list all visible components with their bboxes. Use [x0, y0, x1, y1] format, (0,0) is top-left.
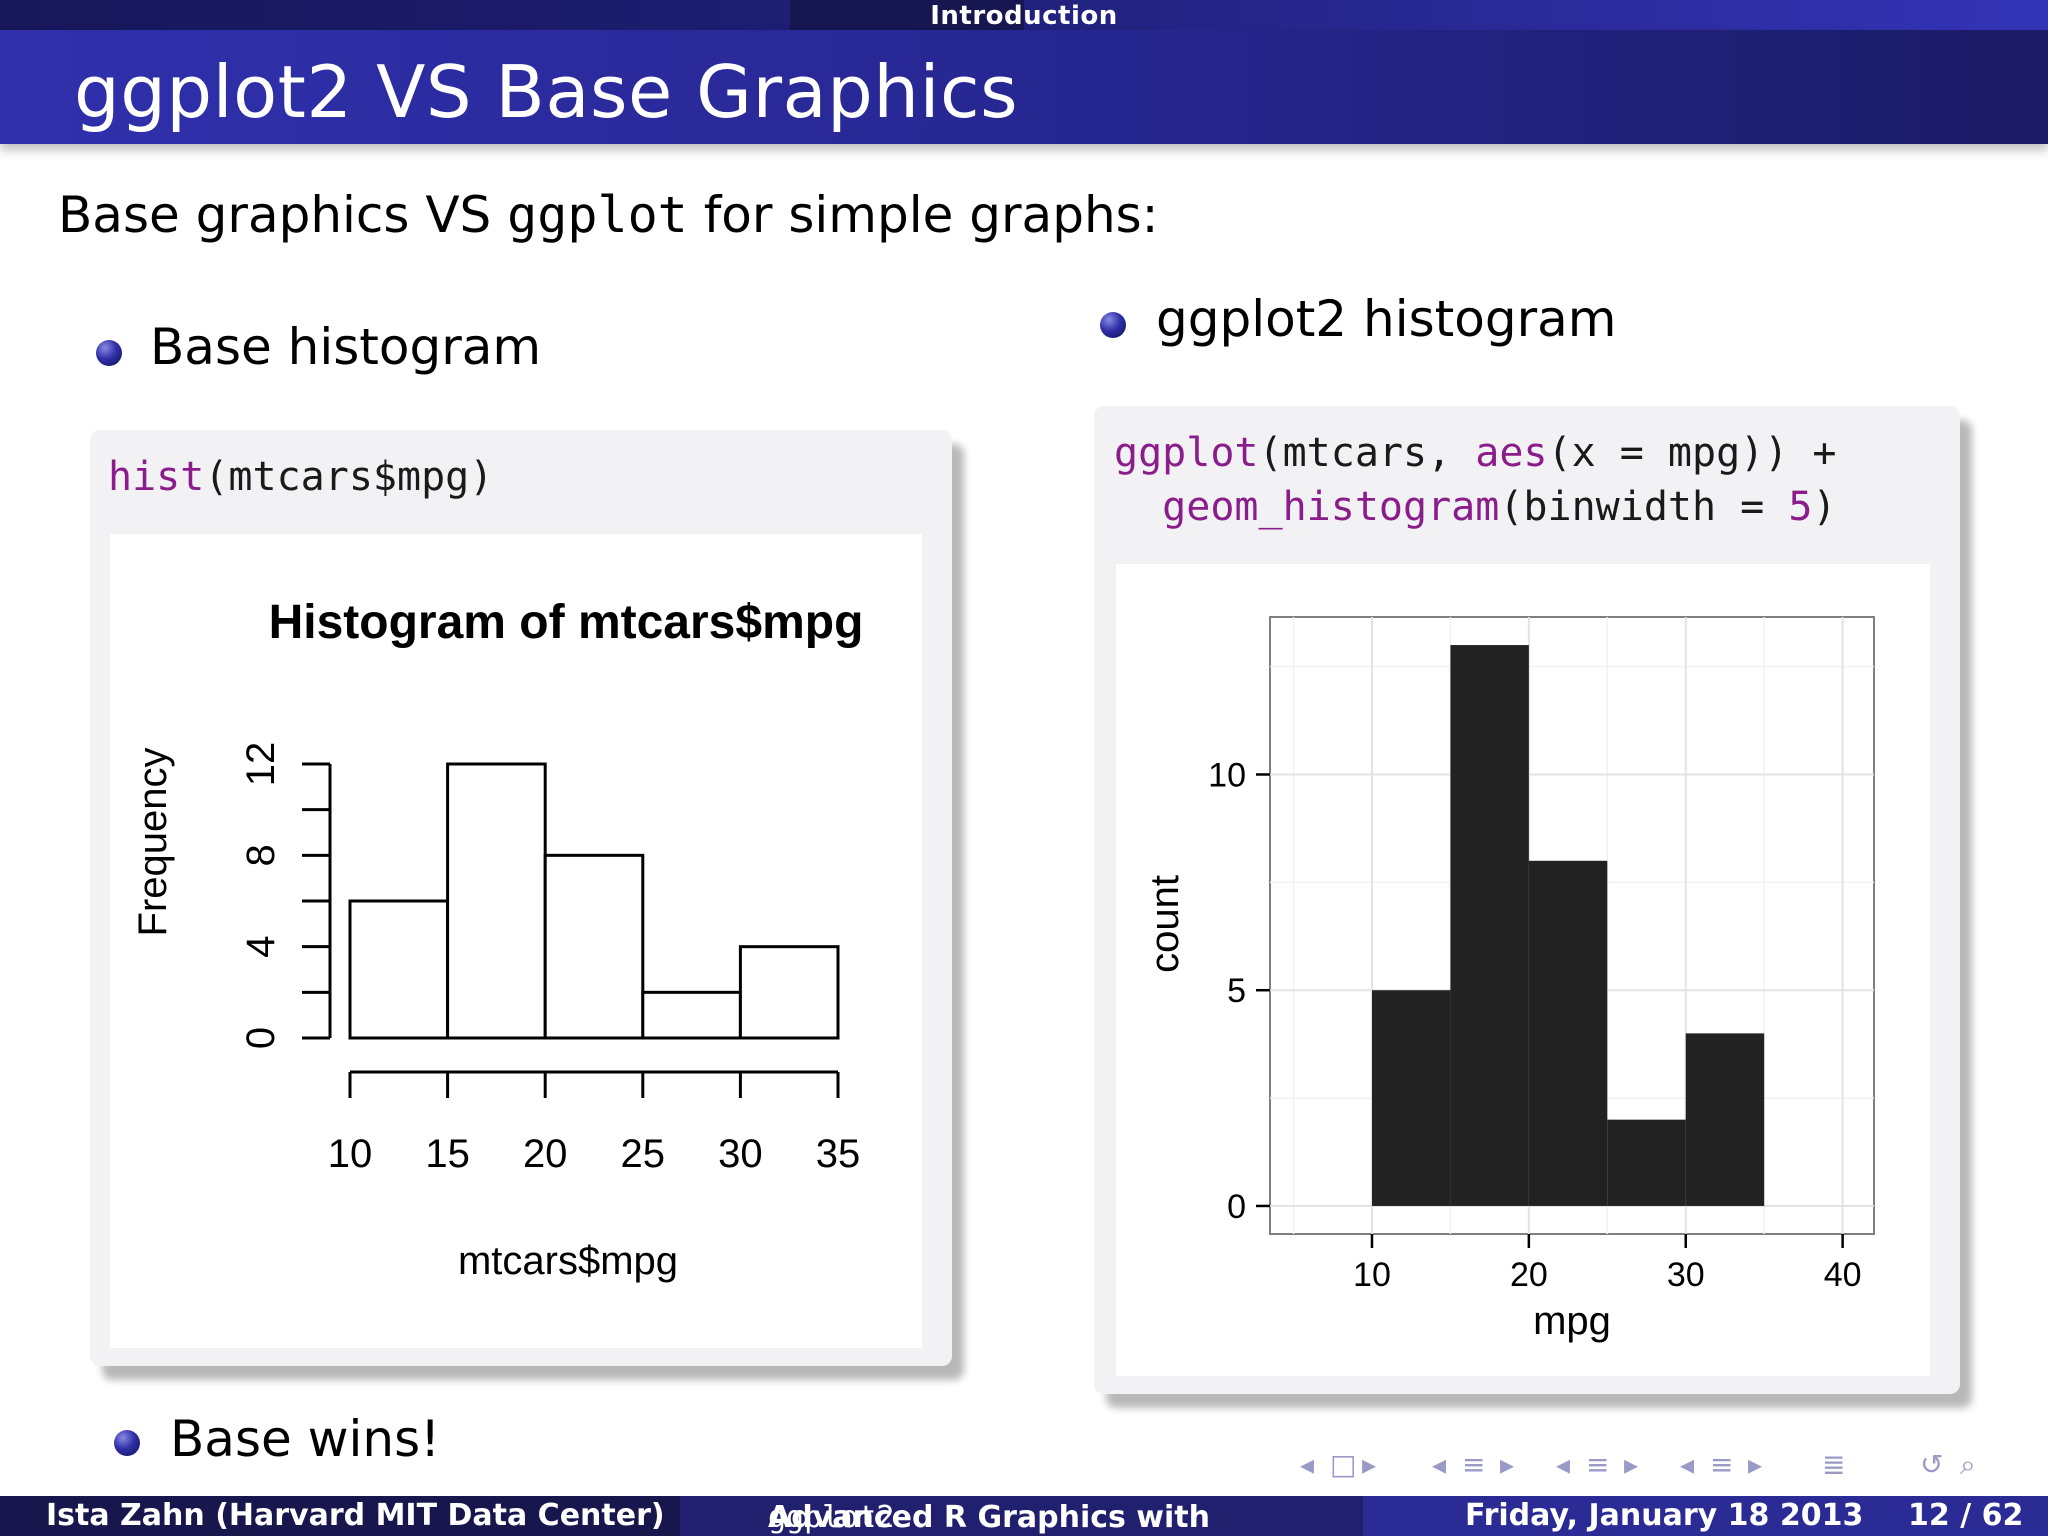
code-args: (binwidth =	[1499, 484, 1789, 530]
ggplot-x-tick-label: 10	[1353, 1256, 1391, 1294]
nav-right-icon[interactable]: ▸	[1500, 1448, 1515, 1481]
intro-text-before: Base graphics VS	[58, 186, 508, 244]
base-histogram-bar	[641, 990, 742, 1040]
ggplot-histogram-chart: 0 5 10 10 20 30 40 mpg count	[1143, 616, 1875, 1343]
beamer-navigation: ◂ □ ▸ ◂ ≡ ▸ ◂ ≡ ▸ ◂ ≡ ▸ ≣ ↺ ⌕	[1300, 1448, 2040, 1484]
base-y-tick-label: 8	[239, 844, 283, 866]
base-code: hist(mtcars$mpg)	[108, 454, 493, 500]
code-function: aes	[1475, 430, 1548, 476]
code-args: (mtcars,	[1258, 430, 1476, 476]
ggplot2-histogram-bullet: ggplot2 histogram	[1156, 290, 1617, 348]
slide-footer: Ista Zahn (Harvard MIT Data Center) Adva…	[0, 1496, 2048, 1536]
footer-talk-text: Advanced R Graphics with	[768, 1500, 1211, 1535]
footer-author: Ista Zahn (Harvard MIT Data Center)	[46, 1498, 665, 1533]
base-plot-area: 0 4 8 12 10 15 20 25 30 35 Histogram of mtcars$mp…	[110, 534, 922, 1348]
code-function: geom_histogram	[1162, 484, 1500, 530]
bullet-icon	[114, 1430, 140, 1456]
base-y-axis-label: Frequency	[131, 748, 175, 937]
ggplot-x-tick-label: 20	[1510, 1256, 1548, 1294]
slide-title-bar: ggplot2 VS Base Graphics	[0, 30, 2048, 144]
base-x-tick-label: 25	[621, 1132, 666, 1176]
code-function: hist	[108, 454, 205, 500]
undo-icon[interactable]: ↺	[1920, 1448, 1944, 1481]
base-histogram-bar	[543, 853, 645, 1040]
intro-code: ggplot	[507, 186, 688, 244]
base-histogram-bar	[738, 945, 840, 1040]
section-label[interactable]: Introduction	[930, 1, 1118, 31]
nav-left-icon[interactable]: ◂	[1300, 1448, 1315, 1481]
footer-author-box: Ista Zahn (Harvard MIT Data Center)	[0, 1496, 680, 1536]
bullet-icon	[1100, 312, 1126, 338]
base-x-tick-label: 20	[523, 1132, 568, 1176]
intro-line: Base graphics VS ggplot for simple graph…	[58, 186, 1159, 244]
zoom-icon[interactable]: ⌕	[1960, 1448, 1976, 1481]
base-code-panel: hist(mtcars$mpg) 0 4 8 12 10 15 20 25 30 35 Histo…	[90, 430, 952, 1366]
footer-date: Friday, January 18 2013	[1465, 1498, 1864, 1533]
code-function: ggplot	[1114, 430, 1259, 476]
ggplot-y-tick-label: 5	[1227, 972, 1246, 1010]
ggplot-y-tick-label: 10	[1208, 756, 1246, 794]
bullet-icon	[96, 340, 122, 366]
code-number: 5	[1788, 484, 1813, 530]
ggplot-histogram-bar	[1685, 1033, 1765, 1206]
base-x-tick-label: 35	[816, 1132, 861, 1176]
ggplot-histogram-bar	[1450, 645, 1529, 1206]
subsection-icon[interactable]: ≡	[1462, 1448, 1486, 1481]
ggplot-plot-area: 0 5 10 10 20 30 40 mpg count	[1116, 564, 1930, 1376]
footer-title-box: Advanced R Graphics with ggplot2	[680, 1496, 1363, 1536]
nav-left-icon[interactable]: ◂	[1556, 1448, 1571, 1481]
base-histogram-bar	[348, 899, 450, 1040]
code-args: )	[1812, 484, 1837, 530]
base-y-tick-label: 12	[239, 742, 283, 787]
ggplot-code-line-2: geom_histogram(binwidth = 5)	[1114, 484, 1837, 530]
nav-right-icon[interactable]: ▸	[1748, 1448, 1763, 1481]
active-section-highlight	[790, 0, 1024, 30]
base-histogram-chart: 0 4 8 12 10 15 20 25 30 35 Histogram of mtcars$mp…	[131, 596, 864, 1283]
base-chart-title: Histogram of mtcars$mpg	[269, 596, 864, 649]
footer-date-box: Friday, January 18 2013 12 / 62	[1363, 1496, 2048, 1536]
section-icon[interactable]: ≡	[1586, 1448, 1610, 1481]
base-y-tick-label: 4	[239, 936, 283, 958]
ggplot-y-axis-label: count	[1143, 875, 1187, 973]
nav-left-icon[interactable]: ◂	[1680, 1448, 1695, 1481]
ggplot-code-panel: ggplot(mtcars, aes(x = mpg)) + geom_hist…	[1094, 406, 1960, 1394]
code-args: (mtcars$mpg)	[204, 454, 494, 500]
toc-icon[interactable]: ≣	[1822, 1448, 1846, 1481]
ggplot-x-axis-label: mpg	[1533, 1299, 1611, 1343]
top-navigation-bar: Introduction	[0, 0, 2048, 31]
base-x-tick-label: 30	[718, 1132, 763, 1176]
ggplot-histogram-bar	[1528, 860, 1608, 1206]
base-x-axis-label: mtcars$mpg	[458, 1239, 678, 1283]
base-x-tick-label: 10	[328, 1132, 373, 1176]
ggplot-x-tick-label: 30	[1667, 1256, 1705, 1294]
section-icon[interactable]: ≡	[1710, 1448, 1734, 1481]
footer-talk-code: ggplot2	[768, 1500, 895, 1535]
ggplot-y-tick-label: 0	[1227, 1188, 1246, 1226]
base-histogram-bullet: Base histogram	[150, 318, 542, 376]
code-args: (x = mpg)) +	[1547, 430, 1837, 476]
base-y-tick-label: 0	[239, 1027, 283, 1049]
intro-text-after: for simple graphs:	[687, 186, 1159, 244]
ggplot-x-tick-label: 40	[1824, 1256, 1862, 1294]
frame-icon[interactable]: □	[1330, 1448, 1357, 1481]
nav-right-icon[interactable]: ▸	[1362, 1448, 1377, 1481]
ggplot-code-line-1: ggplot(mtcars, aes(x = mpg)) +	[1114, 430, 1836, 476]
slide-title: ggplot2 VS Base Graphics	[74, 50, 1019, 134]
nav-right-icon[interactable]: ▸	[1624, 1448, 1639, 1481]
ggplot-histogram-bar	[1607, 1119, 1686, 1206]
ggplot-histogram-bar	[1371, 990, 1451, 1206]
base-x-tick-label: 15	[425, 1132, 470, 1176]
base-histogram-bar	[446, 762, 547, 1040]
nav-left-icon[interactable]: ◂	[1432, 1448, 1447, 1481]
footer-page-number: 12 / 62	[1908, 1498, 2024, 1533]
conclusion-bullet: Base wins!	[170, 1410, 441, 1468]
